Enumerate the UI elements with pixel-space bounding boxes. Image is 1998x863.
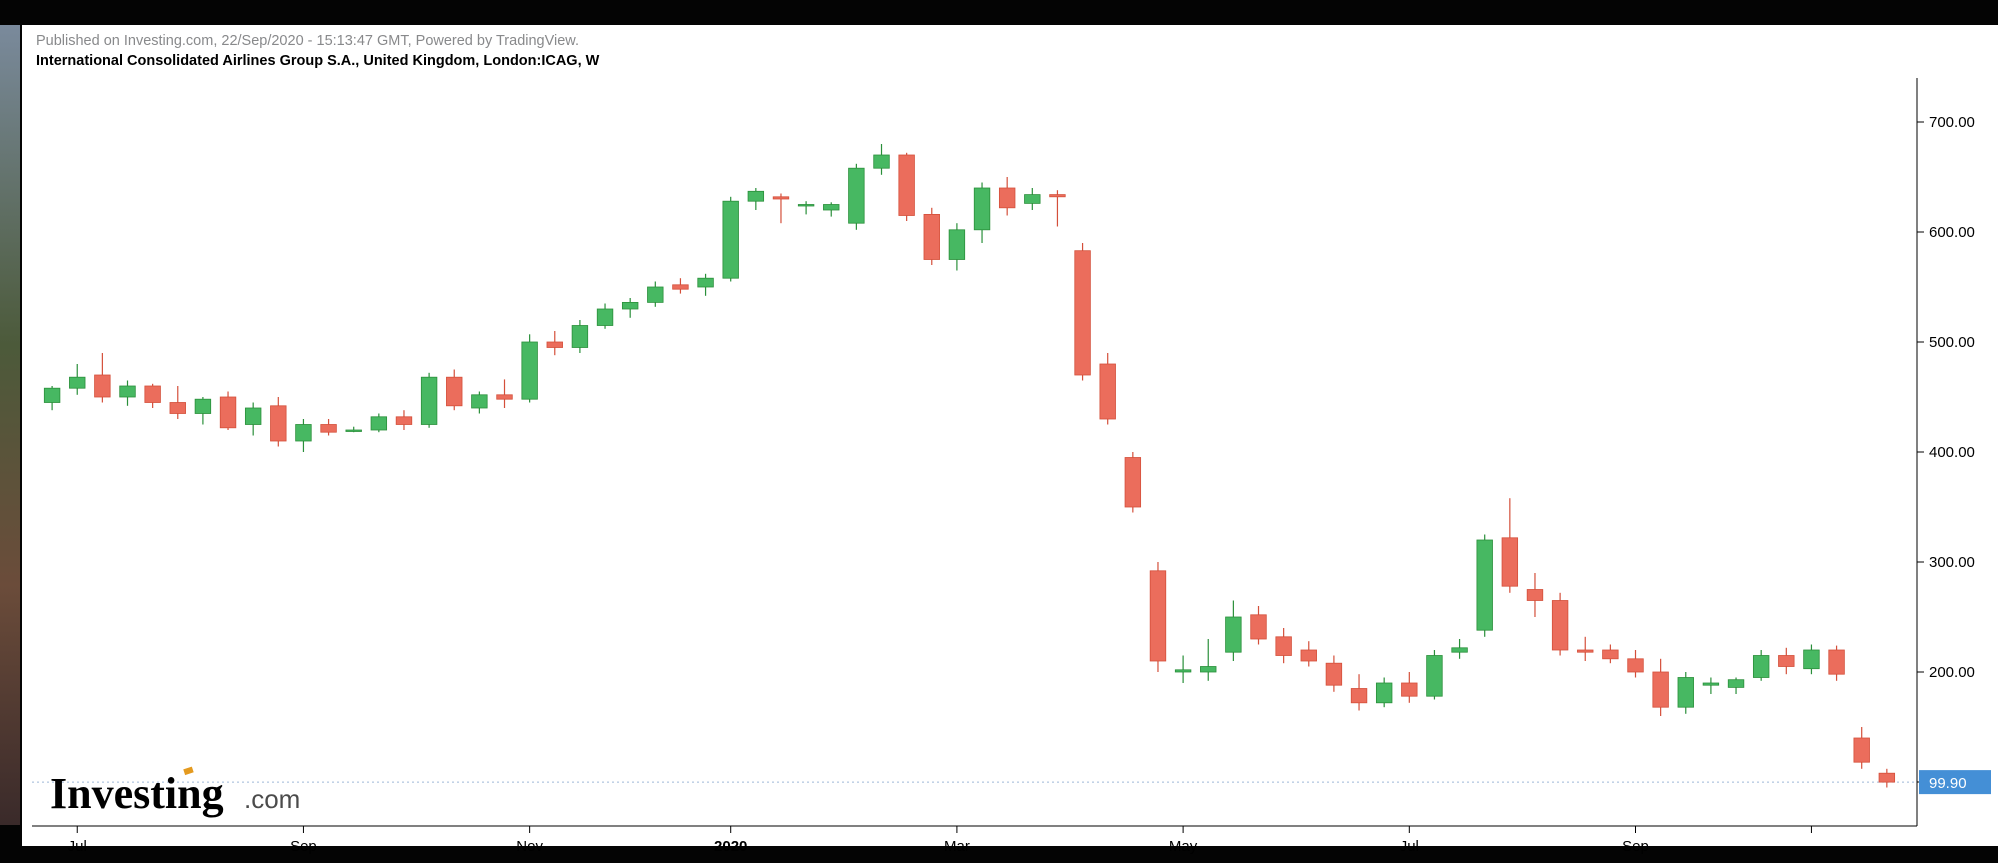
svg-text:Jul: Jul: [1400, 838, 1419, 855]
svg-text:200.00: 200.00: [1929, 664, 1975, 681]
chart-frame: Published on Investing.com, 22/Sep/2020 …: [0, 0, 1998, 846]
svg-text:2020: 2020: [714, 838, 747, 855]
svg-text:Sep: Sep: [1622, 838, 1649, 855]
chart-title: International Consolidated Airlines Grou…: [22, 53, 1998, 73]
svg-text:Nov: Nov: [516, 838, 543, 855]
candlestick-chart[interactable]: 100.00200.00300.00400.00500.00600.00700.…: [22, 73, 1998, 863]
svg-text:700.00: 700.00: [1929, 114, 1975, 131]
svg-text:99.90: 99.90: [1929, 775, 1967, 792]
svg-text:300.00: 300.00: [1929, 554, 1975, 571]
published-meta: Published on Investing.com, 22/Sep/2020 …: [22, 25, 1998, 53]
svg-text:May: May: [1169, 838, 1198, 855]
svg-text:600.00: 600.00: [1929, 224, 1975, 241]
svg-text:500.00: 500.00: [1929, 334, 1975, 351]
svg-text:.com: .com: [244, 784, 300, 814]
chart-container: Published on Investing.com, 22/Sep/2020 …: [22, 25, 1998, 846]
svg-text:Jul: Jul: [68, 838, 87, 855]
svg-text:Investing: Investing: [50, 769, 224, 818]
investing-logo: Investing .com: [50, 767, 300, 818]
svg-text:400.00: 400.00: [1929, 444, 1975, 461]
svg-text:Mar: Mar: [944, 838, 970, 855]
left-photo-strip: [0, 25, 20, 825]
svg-text:Sep: Sep: [290, 838, 317, 855]
